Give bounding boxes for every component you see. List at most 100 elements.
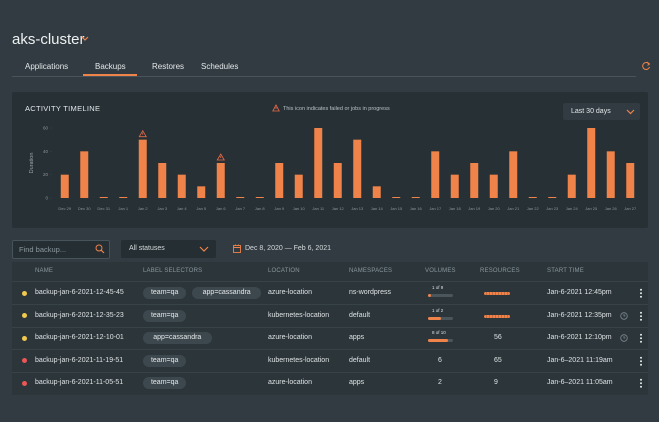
range-label: Last 30 days <box>571 108 611 115</box>
cluster-title[interactable]: aks-cluster <box>12 31 85 48</box>
status-dot <box>22 380 27 386</box>
x-tick-label: Jan 26 <box>605 206 618 211</box>
location: azure-location <box>268 289 312 296</box>
bar <box>353 139 362 198</box>
column-header: NAMESPACES <box>349 268 393 274</box>
bar <box>333 163 342 198</box>
backup-name[interactable]: backup-jan-6-2021-11-19-51 <box>35 356 124 364</box>
volume-progress-fill <box>428 339 448 342</box>
refresh-icon[interactable] <box>641 61 651 71</box>
row-menu[interactable] <box>640 378 642 388</box>
tab[interactable]: Backups <box>95 62 126 71</box>
search-input[interactable]: Find backup... <box>12 240 110 259</box>
tab[interactable]: Restores <box>152 62 185 71</box>
calendar-icon[interactable] <box>233 244 241 253</box>
y-axis-label: Duration <box>29 153 35 174</box>
tab[interactable]: Schedules <box>201 62 239 71</box>
location: kubernetes-location <box>268 356 330 364</box>
location: azure-location <box>268 379 312 386</box>
x-tick-label: Jan 17 <box>429 206 442 211</box>
search-icon <box>95 244 105 254</box>
activity-chart: Duration 0 20 40 60 Dec 29 Dec 30 Dec 31 Jan 1 Ja… <box>29 126 637 212</box>
row-separator <box>12 326 648 328</box>
volume-progress <box>428 339 453 342</box>
row-menu[interactable] <box>640 310 642 321</box>
volume-progress <box>428 316 453 320</box>
bar <box>372 186 381 198</box>
chevron-icon <box>199 246 209 252</box>
timeline-title: ACTIVITY TIMELINE <box>25 104 101 113</box>
chevron-icon[interactable] <box>81 36 89 42</box>
volumes: 6 <box>438 356 442 364</box>
x-tick-label: Jan 7 <box>235 206 246 211</box>
x-tick-label: Jan 14 <box>371 206 384 211</box>
search-placeholder: Find backup... <box>19 245 67 254</box>
status-dot <box>22 290 27 296</box>
clock-hands <box>623 313 626 316</box>
x-tick-label: Jan 18 <box>449 206 462 211</box>
row-separator <box>12 304 648 305</box>
x-tick-label: Jan 9 <box>274 206 285 211</box>
volume-progress-label: 8 of 10 <box>432 330 446 335</box>
clock-hands <box>623 336 626 339</box>
x-tick-label: Jan 23 <box>546 206 559 211</box>
backup-name[interactable]: backup-jan-6-2021-12-45-45 <box>35 289 124 296</box>
x-tick-label: Jan 16 <box>410 206 423 211</box>
tab[interactable]: Applications <box>25 62 69 71</box>
x-tick-label: Jan 1 <box>118 206 129 211</box>
location: kubernetes-location <box>268 311 330 319</box>
backup-name[interactable]: backup-jan-6-2021-12-10-01 <box>35 334 124 341</box>
start-time: Jan-6–2021 11:05am <box>547 379 613 386</box>
bar <box>548 197 557 198</box>
bar <box>80 151 89 198</box>
bar <box>255 197 264 198</box>
resources: 9 <box>494 379 498 386</box>
column-header: NAME <box>35 268 54 274</box>
x-tick-label: Jan 15 <box>390 206 403 211</box>
bar <box>158 163 167 198</box>
bar <box>392 197 401 198</box>
status-dot <box>22 335 27 341</box>
x-tick-label: Jan 10 <box>293 206 306 211</box>
x-tick-label: Jan 22 <box>527 206 540 211</box>
label-pill: team=qa <box>143 287 187 299</box>
y-tick-label: 60 <box>43 126 49 131</box>
column-header: LOCATION <box>268 268 300 274</box>
status-dropdown[interactable]: All statuses <box>121 240 216 258</box>
bar <box>587 128 596 198</box>
volume-progress-label: 1 of 2 <box>432 307 444 313</box>
label-pill: team=qa <box>143 354 187 367</box>
x-tick-label: Jan 13 <box>351 206 364 211</box>
warning-icon <box>272 104 280 112</box>
bar <box>99 197 108 198</box>
start-time: Jan-6–2021 11:19am <box>547 356 613 364</box>
y-tick-label: 40 <box>43 149 49 154</box>
row-menu[interactable] <box>640 355 642 366</box>
backup-name[interactable]: backup-jan-6-2021-11-05-51 <box>35 379 124 386</box>
warning-icon <box>138 129 147 138</box>
x-tick-label: Jan 19 <box>468 206 481 211</box>
row-menu[interactable] <box>640 288 642 298</box>
volume-progress-fill <box>428 294 431 297</box>
bar <box>197 186 206 198</box>
backups-table <box>12 262 648 395</box>
clock-face <box>620 311 628 320</box>
bar <box>138 139 147 198</box>
row-menu[interactable] <box>640 333 642 343</box>
backup-name[interactable]: backup-jan-6-2021-12-35-23 <box>35 311 124 319</box>
bar <box>567 174 576 198</box>
clock-face <box>620 334 628 342</box>
x-tick-label: Jan 21 <box>507 206 520 211</box>
start-time: Jan-6-2021 12:35pm <box>547 311 612 319</box>
bar <box>606 151 615 198</box>
bar <box>431 151 440 198</box>
label-pill: app=cassandra <box>143 332 212 344</box>
date-range[interactable]: Dec 8, 2020 — Feb 6, 2021 <box>245 245 331 252</box>
namespaces: ns-wordpress <box>349 289 392 296</box>
volume-progress-fill <box>428 316 441 320</box>
column-header: START TIME <box>547 268 584 274</box>
range-dropdown[interactable]: Last 30 days <box>563 103 640 120</box>
tab-divider <box>12 76 636 77</box>
bar <box>528 197 537 198</box>
schedule-icon <box>620 334 628 342</box>
